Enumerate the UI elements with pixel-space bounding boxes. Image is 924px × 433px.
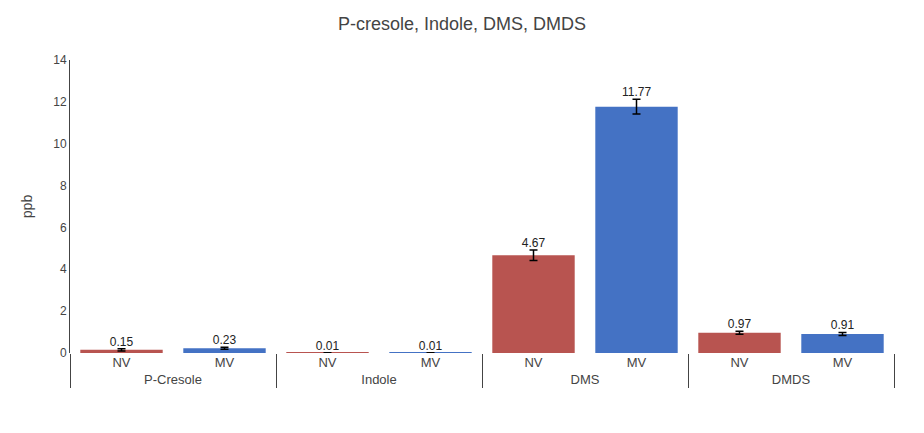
svg-text:12: 12 (53, 95, 67, 109)
svg-text:0: 0 (60, 346, 67, 360)
svg-text:MV: MV (833, 355, 853, 370)
svg-text:0.01: 0.01 (419, 339, 443, 353)
svg-text:10: 10 (53, 137, 67, 151)
svg-text:P-cresole, Indole, DMS, DMDS: P-cresole, Indole, DMS, DMDS (338, 14, 586, 34)
svg-text:Indole: Indole (361, 372, 396, 387)
svg-text:0.15: 0.15 (110, 335, 134, 349)
svg-text:0.97: 0.97 (728, 317, 752, 331)
svg-text:4.67: 4.67 (522, 236, 546, 250)
svg-text:6: 6 (60, 221, 67, 235)
svg-text:MV: MV (627, 355, 647, 370)
svg-text:MV: MV (421, 355, 441, 370)
svg-text:DMS: DMS (571, 372, 600, 387)
svg-text:0.91: 0.91 (831, 318, 855, 332)
svg-text:ppb: ppb (19, 195, 35, 219)
svg-text:4: 4 (60, 262, 67, 276)
svg-text:8: 8 (60, 179, 67, 193)
svg-text:MV: MV (215, 355, 235, 370)
svg-text:NV: NV (112, 355, 130, 370)
svg-text:NV: NV (730, 355, 748, 370)
svg-text:P-Cresole: P-Cresole (144, 372, 202, 387)
svg-text:DMDS: DMDS (772, 372, 811, 387)
svg-text:2: 2 (60, 304, 67, 318)
svg-text:0.01: 0.01 (316, 339, 340, 353)
svg-text:0.23: 0.23 (213, 333, 237, 347)
svg-text:NV: NV (318, 355, 336, 370)
svg-text:14: 14 (53, 53, 67, 67)
svg-text:NV: NV (524, 355, 542, 370)
svg-text:11.77: 11.77 (622, 85, 651, 99)
